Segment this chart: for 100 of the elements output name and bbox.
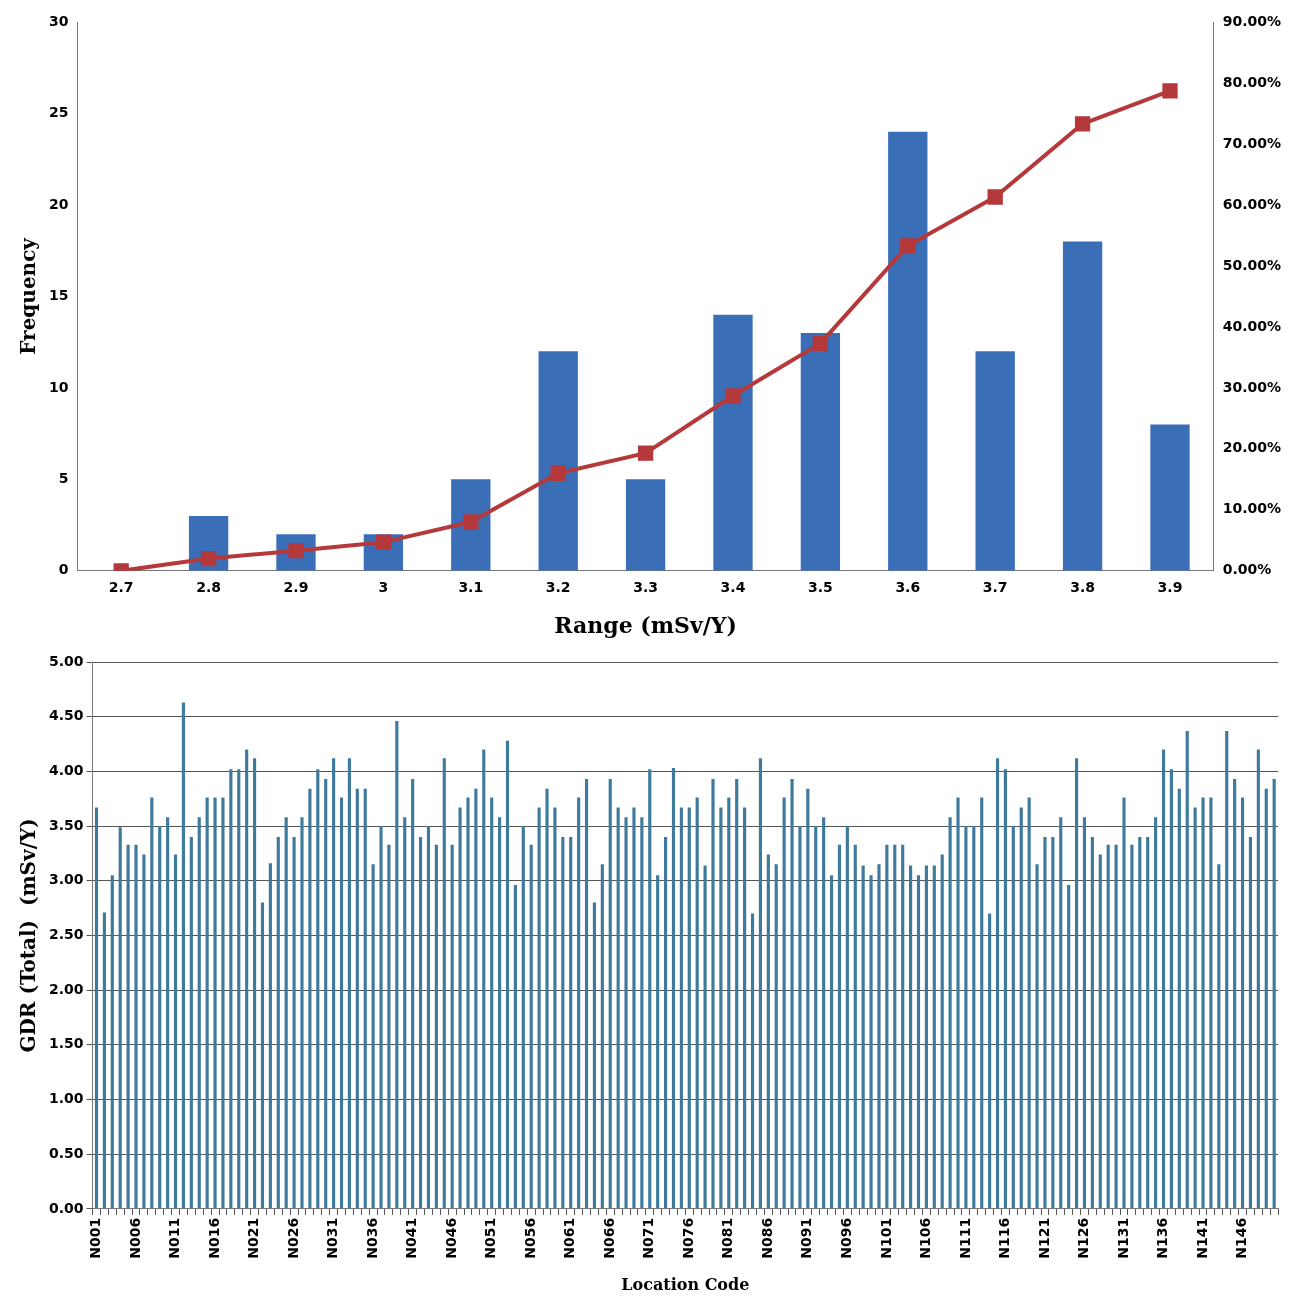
bar [300,817,304,1209]
y-tick-label: 1.00 [49,1090,84,1107]
y-tick-label: 0 [58,561,69,578]
bar [988,913,992,1209]
y-tick-label: 20 [49,195,69,212]
bar [173,854,178,1209]
bar [379,826,383,1209]
bar [245,749,249,1209]
point [200,550,217,567]
x-tick-label: N131 [1114,1217,1131,1259]
bar [679,807,683,1209]
bar [197,817,201,1209]
bar [474,788,478,1209]
bar [1272,779,1276,1209]
bar [150,797,154,1209]
bar [869,875,873,1209]
bar [845,826,849,1209]
bar [1209,797,1213,1209]
bar [339,797,344,1209]
bar [1138,837,1142,1209]
x-tick-label: N071 [640,1217,657,1259]
bar [458,807,462,1209]
x-tick-label: N006 [126,1217,143,1259]
x-tick-label: N036 [363,1217,380,1259]
bar [1027,797,1031,1209]
bar [932,865,936,1209]
bar [1146,837,1150,1209]
y2-tick-label: 70.00% [1222,134,1281,151]
bar [1154,817,1158,1209]
bar [418,837,423,1209]
bar [1225,730,1229,1209]
bar [735,779,739,1209]
x-tick-label: 3.4 [720,578,746,595]
bar [1248,837,1253,1209]
bar [118,827,122,1209]
x-tick-label: 2.7 [108,578,134,595]
bar [877,864,881,1209]
bar [529,844,533,1209]
x-tick-label: 3.5 [807,578,833,595]
bar [276,837,280,1209]
bar [237,769,241,1209]
bar [703,865,707,1209]
bar [284,817,288,1209]
bar [711,779,715,1209]
x-tick-label: N046 [442,1217,459,1259]
bar [411,779,415,1209]
bar [466,797,470,1209]
bar [1130,844,1134,1209]
bar [363,788,367,1209]
bar [1185,730,1189,1209]
bar [395,721,399,1209]
bar [814,826,818,1209]
bar [537,807,541,1209]
x-tick-label: N086 [758,1217,775,1259]
bar [229,769,233,1209]
bar [790,779,794,1209]
bar [1150,424,1190,571]
bar [205,797,209,1209]
bar [166,817,170,1209]
y2-tick-label: 0.00% [1222,561,1272,578]
y-tick-label: 4.00 [49,762,84,779]
point [1162,83,1178,99]
bar [1256,749,1260,1209]
x-tick-label: 3 [378,578,389,595]
bar [1114,844,1118,1209]
y-tick-label: 15 [49,287,69,304]
bar [727,797,731,1209]
bar [909,865,913,1209]
y-tick-label: 3.50 [49,816,84,833]
bar [713,314,753,571]
bar [513,885,517,1209]
bar [434,844,438,1209]
bar [126,844,130,1209]
x-tick-label: 3.9 [1157,578,1183,595]
bar [975,351,1015,571]
point [987,189,1003,205]
point [550,465,566,481]
bar [750,913,755,1209]
bar [616,807,620,1209]
bar [1090,837,1094,1209]
bar [1019,807,1023,1209]
point [812,335,829,352]
bar [800,332,841,571]
y-tick-label: 5.00 [49,652,84,669]
x-tick-label: N051 [482,1217,499,1259]
bar [640,817,644,1209]
bar [861,865,865,1209]
y-tick-label: 5 [58,469,69,486]
bar [1193,807,1197,1209]
y-tick-label: 0.00 [49,1199,84,1216]
y-tick-label: 1.50 [49,1035,84,1052]
x-tick-label: N101 [877,1217,894,1259]
y2-tick-label: 90.00% [1222,12,1281,29]
x-tick-label: N001 [87,1217,104,1259]
x-tick-label: 2.8 [196,578,221,595]
bar [782,797,786,1209]
bar [798,826,802,1209]
bar [893,844,897,1209]
x-tick-label: 3.6 [895,578,921,595]
bar [584,779,589,1209]
